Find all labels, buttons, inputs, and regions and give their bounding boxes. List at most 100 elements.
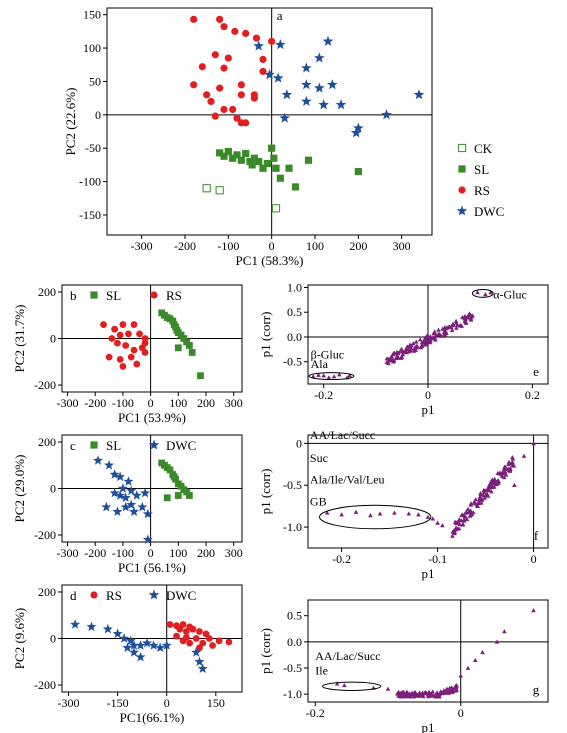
data-point-loading	[411, 341, 416, 346]
panel-label: c	[70, 438, 76, 453]
data-point-loading	[457, 521, 462, 526]
y-tick-label: -150	[79, 208, 101, 222]
y-tick-label: 100	[83, 41, 101, 55]
data-point-rs	[268, 37, 276, 45]
data-point-loading	[452, 519, 458, 524]
y-axis-label: p1 (corr)	[258, 469, 273, 515]
x-axis-label: PC1 (56.1%)	[118, 560, 186, 575]
data-point-loading	[386, 360, 391, 366]
data-point-loading	[404, 347, 409, 352]
data-point-rs	[105, 353, 113, 361]
data-point-dwc	[155, 642, 166, 653]
data-point-rs	[111, 325, 119, 333]
annotation-label: Ile	[315, 663, 328, 677]
data-point-loading	[413, 344, 419, 350]
data-point-loading	[431, 336, 437, 341]
data-point-loading	[481, 490, 487, 495]
x-tick-label: -0.2	[332, 552, 351, 566]
data-point-sl	[224, 147, 232, 156]
y-tick-label: -200	[34, 528, 56, 542]
data-point-loading	[422, 339, 428, 344]
y-tick-label: -0.5	[283, 661, 302, 675]
data-point-rs	[196, 628, 203, 635]
data-point-loading	[438, 689, 444, 694]
x-axis-label: PC1(66.1%)	[120, 710, 185, 725]
data-point-dwc	[194, 656, 205, 667]
data-point-loading	[426, 338, 432, 343]
data-point-sl	[220, 152, 228, 160]
x-tick-label: 300	[393, 239, 411, 253]
data-point-loading	[430, 693, 436, 698]
data-point-loading	[454, 527, 459, 532]
data-point-sl	[185, 342, 193, 349]
data-point-loading	[531, 608, 536, 613]
data-point-dwc	[350, 127, 362, 138]
data-point-rs	[173, 632, 180, 640]
data-point-dwc	[128, 647, 140, 657]
data-point-dwc	[353, 122, 364, 133]
y-tick-label: 0.5	[287, 305, 302, 319]
x-tick-label: -300	[57, 546, 79, 560]
data-point-rs	[189, 625, 197, 633]
data-point-loading	[469, 511, 474, 517]
data-point-loading	[391, 357, 397, 362]
data-point-loading	[416, 693, 422, 698]
panel-label: f	[534, 528, 539, 543]
data-point-rs	[242, 29, 250, 37]
data-point-sl	[272, 164, 280, 172]
data-point-loading	[460, 512, 466, 517]
data-point-rs	[211, 112, 219, 120]
data-point-sl	[169, 317, 177, 325]
data-point-loading	[460, 522, 466, 527]
data-point-loading	[440, 326, 445, 331]
plot-frame	[307, 434, 549, 549]
data-point-loading	[385, 686, 391, 691]
data-point-rs	[141, 349, 149, 356]
legend-label: RS	[166, 288, 182, 303]
data-point-loading	[405, 693, 411, 698]
data-point-dwc	[135, 640, 146, 650]
data-point-loading	[394, 691, 400, 696]
data-point-loading	[411, 694, 417, 699]
x-tick-label: 150	[207, 696, 225, 710]
data-point-loading	[449, 327, 455, 332]
annotation-label: β-Gluc	[311, 347, 344, 361]
data-point-dwc	[275, 39, 286, 50]
data-point-dwc	[197, 663, 208, 673]
data-point-loading	[477, 494, 483, 499]
y-axis-label: PC2 (29.0%)	[12, 455, 27, 523]
data-point-sl	[174, 344, 182, 352]
data-point-loading	[452, 529, 457, 534]
legend-label: DWC	[166, 438, 196, 453]
data-point-loading	[448, 325, 454, 330]
legend-label: DWC	[474, 204, 504, 219]
y-tick-label: 0	[50, 332, 56, 346]
data-point-rs	[190, 81, 198, 89]
data-point-loading	[486, 486, 491, 491]
data-point-dwc	[148, 640, 159, 650]
data-point-loading	[425, 332, 430, 338]
data-point-rs	[130, 346, 138, 354]
data-point-sl	[304, 156, 313, 164]
panel-label: b	[70, 288, 77, 303]
data-point-rs	[100, 321, 107, 328]
data-point-loading	[420, 692, 425, 697]
data-point-loading	[368, 513, 373, 518]
data-point-dwc	[112, 506, 123, 517]
y-tick-label: -50	[85, 141, 101, 155]
data-point-loading	[478, 491, 483, 496]
data-point-loading	[440, 523, 445, 528]
x-tick-label: 0	[148, 396, 154, 410]
data-point-rs	[176, 625, 184, 633]
data-point-rs	[116, 331, 124, 339]
y-tick-label: 1.0	[287, 280, 302, 294]
data-point-dwc	[335, 99, 347, 110]
y-tick-label: -200	[34, 678, 56, 692]
x-tick-label: 0	[531, 552, 537, 566]
data-point-dwc	[137, 501, 148, 512]
legend-marker	[458, 165, 466, 173]
data-point-rs	[179, 637, 187, 645]
data-point-loading	[450, 321, 456, 326]
y-axis-label: PC2 (31.7%)	[12, 305, 27, 373]
